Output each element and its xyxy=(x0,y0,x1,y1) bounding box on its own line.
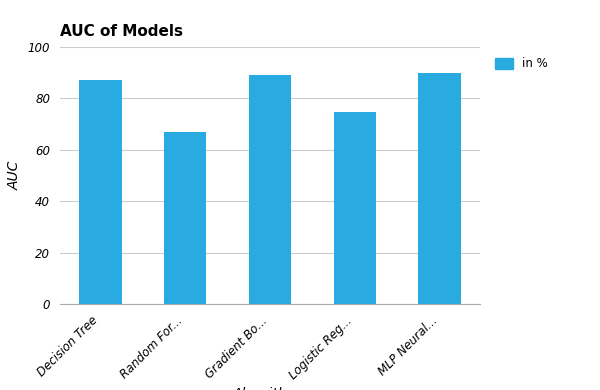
Bar xyxy=(249,75,291,304)
Text: AUC of Models: AUC of Models xyxy=(60,24,183,39)
Bar xyxy=(418,73,461,304)
Bar xyxy=(164,132,206,304)
Bar xyxy=(79,80,122,304)
Y-axis label: AUC: AUC xyxy=(8,161,22,190)
Legend: in %: in % xyxy=(490,53,553,75)
Bar xyxy=(334,112,376,304)
X-axis label: Algorithms: Algorithms xyxy=(232,387,308,390)
